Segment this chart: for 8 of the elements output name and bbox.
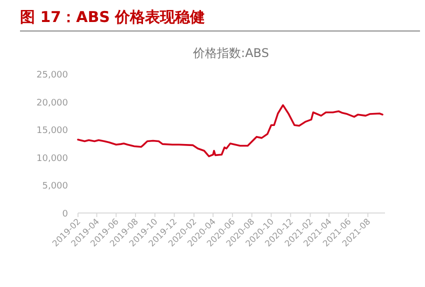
y-tick-label: 25,000 <box>36 70 68 80</box>
y-tick-label: 10,000 <box>36 154 68 164</box>
y-tick-label: 20,000 <box>36 98 68 108</box>
chart-title: 图 17：ABS 价格表现稳健 <box>20 8 206 26</box>
y-tick-label: 5,000 <box>42 182 68 192</box>
chart-subtitle: 价格指数:ABS <box>192 46 269 60</box>
y-tick-label: 0 <box>62 210 68 220</box>
y-tick-label: 15,000 <box>36 126 68 136</box>
